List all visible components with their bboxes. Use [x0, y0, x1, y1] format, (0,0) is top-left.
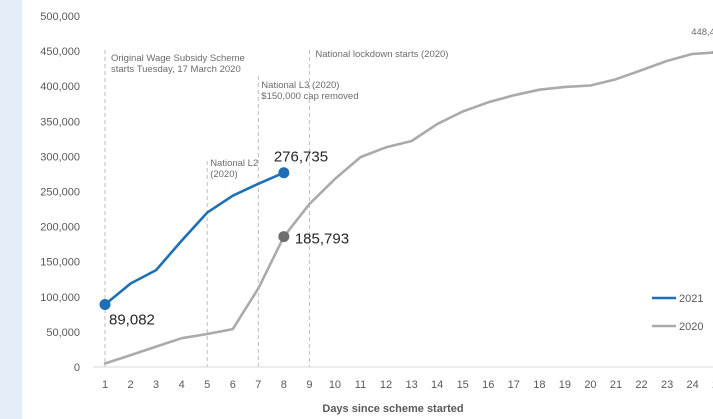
legend-label: 2021 — [679, 293, 703, 305]
x-tick-label: 10 — [329, 379, 341, 391]
x-tick-label: 1 — [102, 379, 108, 391]
x-tick-label: 5 — [204, 379, 210, 391]
series-layer — [103, 51, 713, 365]
y-tick-label: 450,000 — [40, 46, 80, 58]
x-tick-label: 14 — [431, 379, 443, 391]
data-point-2021 — [278, 167, 290, 179]
y-axis: 0 50,000 100,000 150,000 200,000 250,000 300,0… — [40, 11, 80, 374]
data-label: 89,082 — [109, 311, 155, 328]
y-tick-label: 200,000 — [40, 222, 80, 234]
annotation-text: (2020) — [210, 169, 237, 180]
y-tick-label: 250,000 — [40, 187, 80, 199]
y-tick-label: 0 — [74, 362, 80, 374]
data-label: 185,793 — [295, 231, 349, 248]
x-tick-label: 19 — [559, 379, 571, 391]
data-labels-layer: 89,082 276,735 185,793 448,4 — [109, 27, 713, 328]
series-line-2020 — [103, 51, 713, 365]
x-tick-label: 11 — [355, 379, 366, 391]
x-tick-label: 13 — [405, 379, 417, 391]
data-point-2020 — [278, 231, 290, 243]
y-tick-label: 50,000 — [46, 327, 80, 339]
data-point-2021 — [99, 298, 111, 310]
y-tick-label: 150,000 — [40, 257, 80, 269]
x-axis: 1234567891011121314151617181920212223242… — [93, 366, 713, 391]
annotation-text: National L3 (2020) — [261, 80, 339, 91]
data-label: 448,4 — [691, 27, 713, 38]
y-tick-label: 400,000 — [40, 81, 80, 93]
x-tick-label: 3 — [153, 379, 159, 391]
y-tick-label: 350,000 — [40, 116, 80, 128]
x-tick-label: 16 — [482, 379, 494, 391]
points-layer — [99, 50, 713, 310]
x-tick-label: 9 — [306, 379, 312, 391]
annotation-text: National L2 — [210, 158, 258, 169]
annotation-text: starts Tuesday, 17 March 2020 — [111, 64, 241, 75]
x-tick-label: 24 — [687, 379, 699, 391]
x-tick-label: 17 — [508, 379, 520, 391]
annotation-text: $150,000 cap removed — [261, 91, 358, 102]
x-tick-label: 12 — [380, 379, 392, 391]
x-tick-label: 20 — [584, 379, 596, 391]
x-tick-label: 23 — [661, 379, 673, 391]
data-label: 276,735 — [274, 149, 328, 166]
x-tick-label: 4 — [179, 379, 185, 391]
x-tick-label: 8 — [281, 379, 287, 391]
x-tick-label: 7 — [255, 379, 261, 391]
x-tick-label: 21 — [610, 379, 622, 391]
y-tick-label: 300,000 — [40, 151, 80, 163]
y-tick-label: 500,000 — [40, 11, 80, 23]
legend-label: 2020 — [679, 321, 703, 333]
x-tick-label: 22 — [635, 379, 647, 391]
left-margin-strip — [0, 0, 22, 419]
x-tick-label: 2 — [127, 379, 133, 391]
x-tick-label: 15 — [457, 379, 469, 391]
legend: 2021 2020 — [652, 293, 703, 333]
series-line-2021 — [103, 171, 286, 306]
x-axis-title: Days since scheme started — [322, 403, 463, 415]
annotation-text: Original Wage Subsidy Scheme — [111, 53, 245, 64]
x-tick-label: 6 — [230, 379, 236, 391]
annotation-text: National lockdown starts (2020) — [315, 49, 448, 60]
y-tick-label: 100,000 — [40, 292, 80, 304]
x-tick-label: 18 — [533, 379, 545, 391]
